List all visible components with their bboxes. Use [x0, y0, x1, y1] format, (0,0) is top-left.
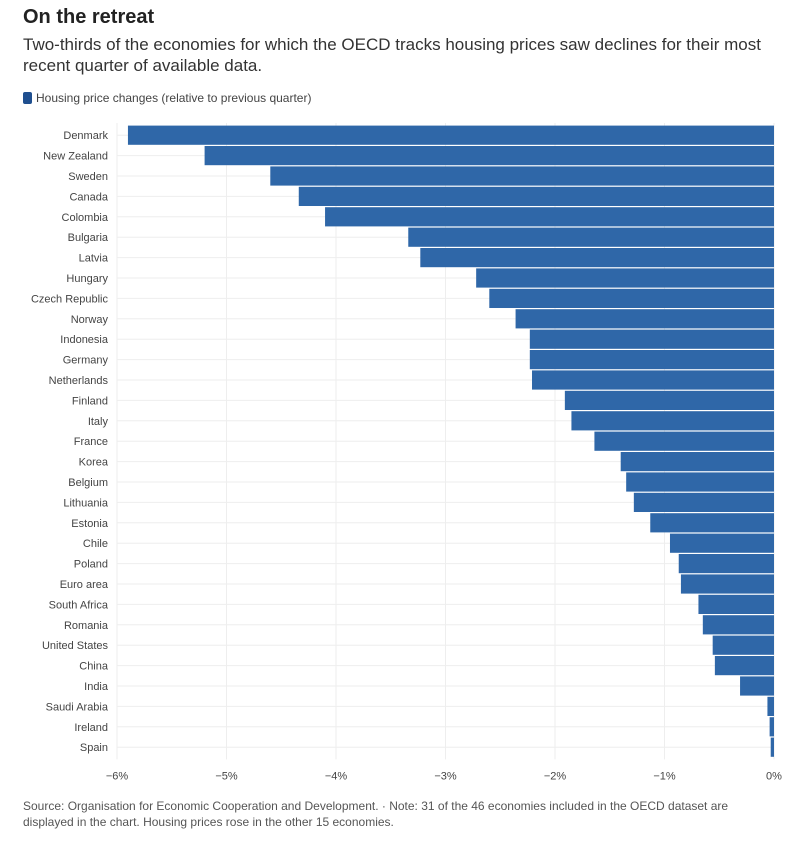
category-label: Korea [79, 457, 109, 469]
bar [680, 574, 774, 594]
category-label: China [79, 661, 109, 673]
bar [564, 390, 774, 410]
category-label: Belgium [68, 477, 108, 489]
category-label: Romania [64, 620, 109, 632]
bar-chart: Denmark New Zealand Sweden Canada Colombia Bu… [31, 123, 782, 782]
category-label: Norway [71, 314, 109, 326]
bar [529, 350, 774, 370]
bar [476, 268, 774, 288]
x-tick-label: −5% [215, 770, 238, 782]
bar [702, 615, 774, 635]
category-label: Czech Republic [31, 293, 109, 305]
bar [740, 676, 774, 696]
bar [408, 227, 774, 247]
category-label: Finland [72, 395, 108, 407]
category-label: Estonia [71, 518, 109, 530]
category-label: Spain [80, 742, 108, 754]
bar [626, 472, 774, 492]
category-label: United States [42, 640, 109, 652]
category-label: Euro area [60, 579, 109, 591]
category-label: Indonesia [60, 334, 109, 346]
bar [633, 492, 774, 512]
category-label: Ireland [74, 722, 108, 734]
x-tick-label: −6% [106, 770, 129, 782]
category-label: Poland [74, 559, 108, 571]
category-label: New Zealand [43, 151, 108, 163]
x-tick-label: 0% [766, 770, 782, 782]
category-label: India [84, 681, 109, 693]
x-tick-label: −1% [653, 770, 676, 782]
bar [532, 370, 774, 390]
category-label: Lithuania [63, 497, 109, 509]
bar [669, 533, 774, 553]
category-label: Bulgaria [68, 232, 109, 244]
category-label: France [74, 436, 108, 448]
bar [714, 656, 774, 676]
bar [515, 309, 774, 329]
bar [270, 166, 774, 186]
bar [420, 248, 774, 268]
chart-legend: Housing price changes (relative to previ… [23, 91, 311, 105]
chart-title: On the retreat [23, 6, 155, 28]
category-label: Canada [69, 191, 108, 203]
bar [571, 411, 774, 431]
bar [325, 207, 774, 227]
category-label: Denmark [63, 130, 108, 142]
bar [204, 146, 775, 166]
bar [620, 452, 774, 472]
category-label: Netherlands [49, 375, 109, 387]
source-note: Source: Organisation for Economic Cooper… [23, 799, 729, 829]
bar [767, 696, 774, 716]
chart-subtitle: Two-thirds of the economies for which th… [23, 35, 761, 75]
x-tick-label: −3% [434, 770, 457, 782]
category-label: Sweden [68, 171, 108, 183]
category-label: South Africa [49, 599, 109, 611]
category-label: Italy [88, 416, 109, 428]
bar [489, 288, 774, 308]
bar [650, 513, 774, 533]
category-label: Colombia [62, 212, 109, 224]
bar [770, 737, 774, 757]
bar [698, 594, 774, 614]
bar [712, 635, 774, 655]
bar [298, 186, 774, 206]
category-label: Hungary [66, 273, 108, 285]
bar [529, 329, 774, 349]
bar [769, 717, 774, 737]
x-tick-label: −4% [325, 770, 348, 782]
x-tick-label: −2% [544, 770, 567, 782]
legend-swatch [23, 92, 32, 104]
category-label: Saudi Arabia [46, 701, 109, 713]
category-label: Latvia [79, 253, 109, 265]
legend-label: Housing price changes (relative to previ… [36, 91, 312, 105]
category-label: Chile [83, 538, 108, 550]
bar [678, 554, 774, 574]
bar [127, 125, 774, 145]
category-label: Germany [63, 355, 109, 367]
bar [594, 431, 774, 451]
